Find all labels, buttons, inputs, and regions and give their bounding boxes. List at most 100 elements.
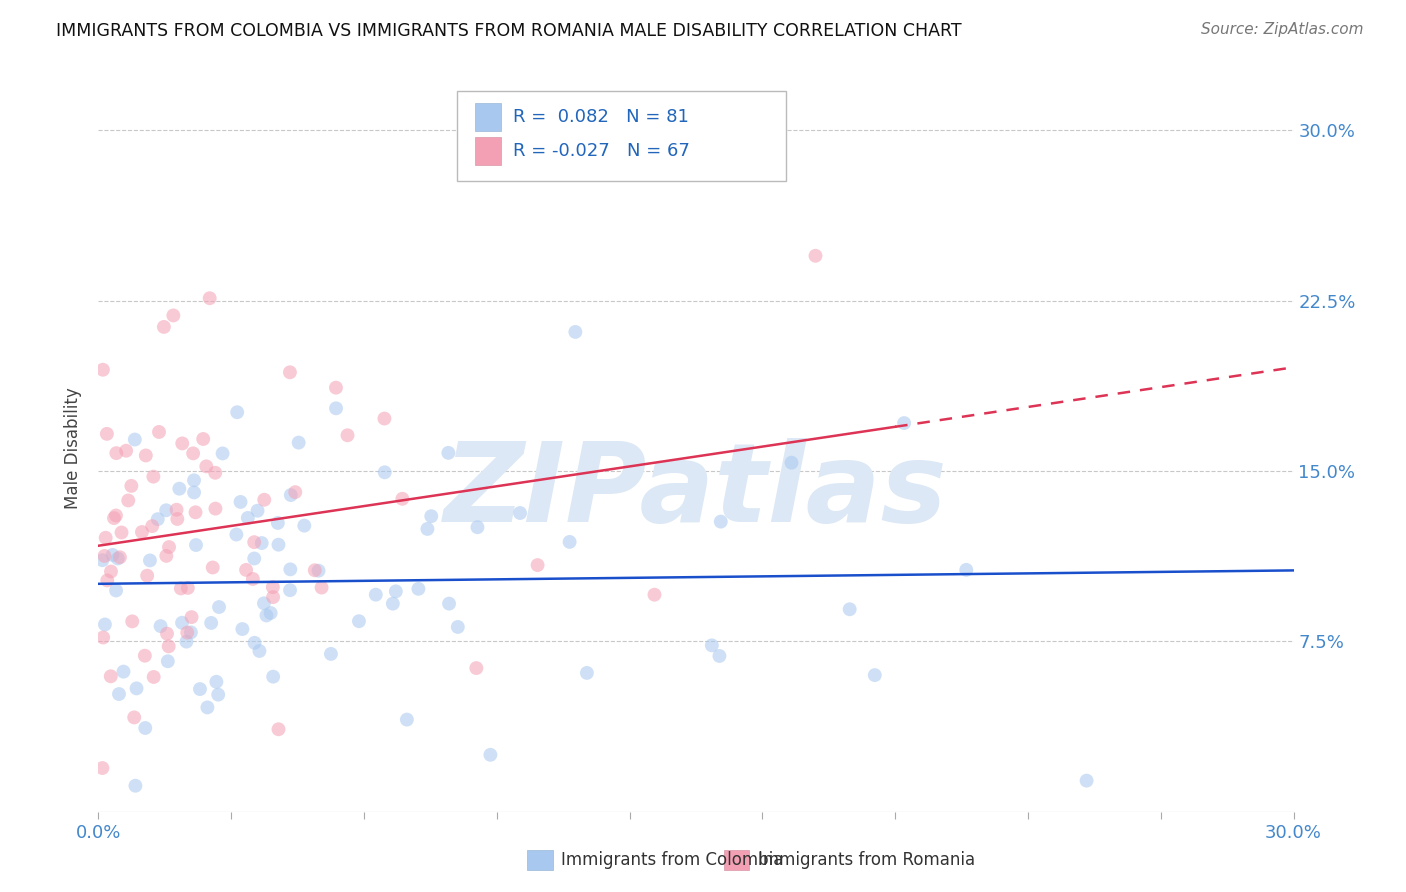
Point xyxy=(416,522,439,536)
Point xyxy=(148,425,170,439)
Point xyxy=(91,631,114,645)
Point xyxy=(236,511,259,525)
Point xyxy=(131,524,153,539)
Point xyxy=(122,710,145,724)
Point xyxy=(153,319,176,334)
Point xyxy=(112,665,135,679)
Point xyxy=(166,512,188,526)
Point xyxy=(208,600,231,615)
Point xyxy=(169,482,191,496)
Point xyxy=(308,564,330,578)
Point xyxy=(373,411,395,425)
Point xyxy=(437,446,460,460)
Point xyxy=(526,558,548,572)
Point xyxy=(643,588,665,602)
Text: Immigrants from Romania: Immigrants from Romania xyxy=(758,851,974,869)
Point xyxy=(183,485,205,500)
Point xyxy=(94,531,117,545)
Point xyxy=(243,535,266,549)
Point xyxy=(135,449,157,463)
Point xyxy=(893,416,915,430)
Point xyxy=(94,617,117,632)
Point xyxy=(108,550,131,565)
Point xyxy=(117,493,139,508)
Point xyxy=(146,512,169,526)
Point xyxy=(205,674,228,689)
Point xyxy=(225,527,247,541)
Point xyxy=(141,519,163,533)
Point xyxy=(115,443,138,458)
Point xyxy=(467,520,489,534)
Point xyxy=(253,492,276,507)
Bar xyxy=(724,850,749,870)
Bar xyxy=(475,137,501,165)
Point xyxy=(304,563,326,577)
Point xyxy=(242,572,264,586)
Point xyxy=(249,644,271,658)
Bar xyxy=(527,850,553,870)
Point xyxy=(195,459,218,474)
Point xyxy=(243,636,266,650)
Point xyxy=(124,779,146,793)
Point xyxy=(364,588,387,602)
Point xyxy=(170,615,193,630)
Point xyxy=(256,608,278,623)
Point xyxy=(100,565,122,579)
Point xyxy=(408,582,430,596)
Text: Immigrants from Colombia: Immigrants from Colombia xyxy=(561,851,783,869)
Point xyxy=(200,615,222,630)
Point xyxy=(211,446,233,460)
Point xyxy=(156,654,179,668)
Point xyxy=(325,401,347,416)
Point xyxy=(184,538,207,552)
Point xyxy=(243,551,266,566)
Point xyxy=(207,688,229,702)
Point xyxy=(262,590,284,604)
Point xyxy=(184,505,207,519)
Point xyxy=(558,535,581,549)
Point xyxy=(180,625,202,640)
Point xyxy=(575,665,598,680)
Point xyxy=(125,681,148,696)
Point xyxy=(863,668,886,682)
Point xyxy=(509,506,531,520)
Point xyxy=(142,670,165,684)
Point xyxy=(267,538,290,552)
Point xyxy=(278,562,301,576)
Text: Source: ZipAtlas.com: Source: ZipAtlas.com xyxy=(1201,22,1364,37)
Point xyxy=(166,502,188,516)
FancyBboxPatch shape xyxy=(457,91,786,181)
Point xyxy=(176,634,198,648)
Point xyxy=(155,549,177,563)
Point xyxy=(1076,773,1098,788)
Point xyxy=(120,479,142,493)
Point xyxy=(172,436,194,450)
Point xyxy=(838,602,860,616)
Point xyxy=(108,687,131,701)
Point xyxy=(204,466,226,480)
Point xyxy=(156,626,179,640)
Point xyxy=(311,581,333,595)
Point xyxy=(395,713,418,727)
Point xyxy=(204,501,226,516)
Point xyxy=(155,503,177,517)
Point xyxy=(267,516,290,530)
Point xyxy=(235,563,257,577)
Point xyxy=(149,619,172,633)
Text: IMMIGRANTS FROM COLOMBIA VS IMMIGRANTS FROM ROMANIA MALE DISABILITY CORRELATION : IMMIGRANTS FROM COLOMBIA VS IMMIGRANTS F… xyxy=(56,22,962,40)
Point xyxy=(105,583,128,598)
Point xyxy=(170,582,193,596)
Point xyxy=(231,622,253,636)
Point xyxy=(198,291,221,305)
Point xyxy=(465,661,488,675)
Point xyxy=(121,615,143,629)
Point xyxy=(564,325,586,339)
Point xyxy=(96,574,118,588)
Point xyxy=(201,560,224,574)
Point xyxy=(250,536,273,550)
Point xyxy=(229,495,252,509)
Point xyxy=(91,553,114,567)
Point xyxy=(139,553,162,567)
Point xyxy=(284,485,307,500)
Y-axis label: Male Disability: Male Disability xyxy=(65,387,83,509)
